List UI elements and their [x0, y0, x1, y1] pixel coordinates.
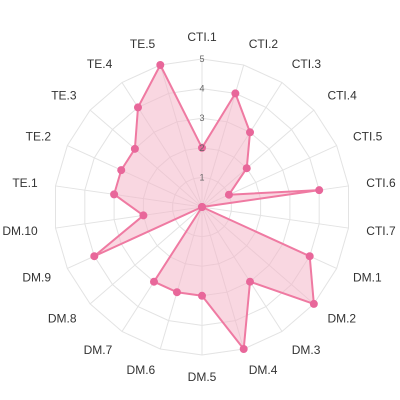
data-point-dm-8 [198, 203, 206, 211]
data-point-dm-6 [172, 288, 181, 297]
axis-label-te-2: TE.2 [26, 129, 52, 143]
axis-label-te-5: TE.5 [130, 37, 156, 51]
axis-label-cti-2: CTI.2 [249, 37, 279, 51]
tick-label-3: 3 [199, 113, 204, 123]
axis-label-dm-2: DM.2 [327, 311, 356, 325]
axis-label-te-4: TE.4 [87, 57, 113, 71]
grid-spoke-dm-8 [89, 206, 203, 305]
radial-tick-labels: 1 2 3 4 5 [199, 54, 204, 182]
axis-label-dm-9: DM.9 [22, 271, 51, 285]
axis-label-te-3: TE.3 [51, 89, 77, 103]
data-point-te-5 [156, 61, 165, 69]
data-point-te-4 [133, 103, 142, 112]
axis-labels: CTI.1 CTI.2 CTI.3 CTI.4 CTI.5 CTI.6 CTI.7 DM.1 D… [2, 30, 396, 384]
axis-label-dm-7: DM.7 [84, 343, 113, 357]
data-point-cti-2 [231, 89, 240, 98]
axis-label-dm-1: DM.1 [353, 271, 382, 285]
series-0-area [93, 64, 321, 350]
data-point-dm-2 [309, 299, 318, 308]
radar-series [90, 61, 324, 353]
data-point-dm-1 [305, 252, 314, 261]
data-point-te-1 [110, 190, 119, 199]
axis-label-cti-3: CTI.3 [292, 57, 322, 71]
data-point-cti-4 [242, 164, 251, 173]
data-point-cti-5 [224, 190, 233, 199]
axis-label-dm-10: DM.10 [2, 224, 38, 238]
tick-label-2: 2 [199, 143, 204, 153]
data-point-dm-7 [149, 277, 158, 286]
axis-label-dm-8: DM.8 [48, 311, 77, 325]
axis-label-dm-4: DM.4 [249, 363, 278, 377]
data-point-te-3 [130, 144, 139, 153]
data-point-cti-3 [246, 128, 255, 137]
data-point-dm-3 [246, 277, 255, 286]
tick-label-4: 4 [199, 84, 204, 94]
axis-label-cti-5: CTI.5 [353, 129, 383, 143]
axis-label-te-1: TE.1 [12, 176, 38, 190]
grid-spoke-cti-7 [201, 206, 349, 229]
data-point-cti-6 [315, 186, 324, 195]
data-point-cti-1 [198, 143, 206, 152]
axis-label-cti-6: CTI.6 [366, 176, 396, 190]
tick-label-5: 5 [199, 54, 204, 64]
axis-label-dm-3: DM.3 [292, 343, 321, 357]
axis-label-cti-4: CTI.4 [327, 89, 357, 103]
axis-label-cti-7: CTI.7 [366, 224, 396, 238]
data-point-te-2 [117, 166, 126, 175]
data-point-dm-4 [239, 345, 248, 353]
data-point-dm-5 [198, 291, 206, 300]
tick-label-1: 1 [199, 172, 204, 182]
data-point-dm-9 [90, 252, 99, 261]
axis-label-dm-5: DM.5 [188, 370, 217, 384]
axis-label-dm-6: DM.6 [127, 363, 156, 377]
axis-label-cti-1: CTI.1 [187, 30, 217, 44]
data-point-dm-10 [139, 211, 148, 220]
